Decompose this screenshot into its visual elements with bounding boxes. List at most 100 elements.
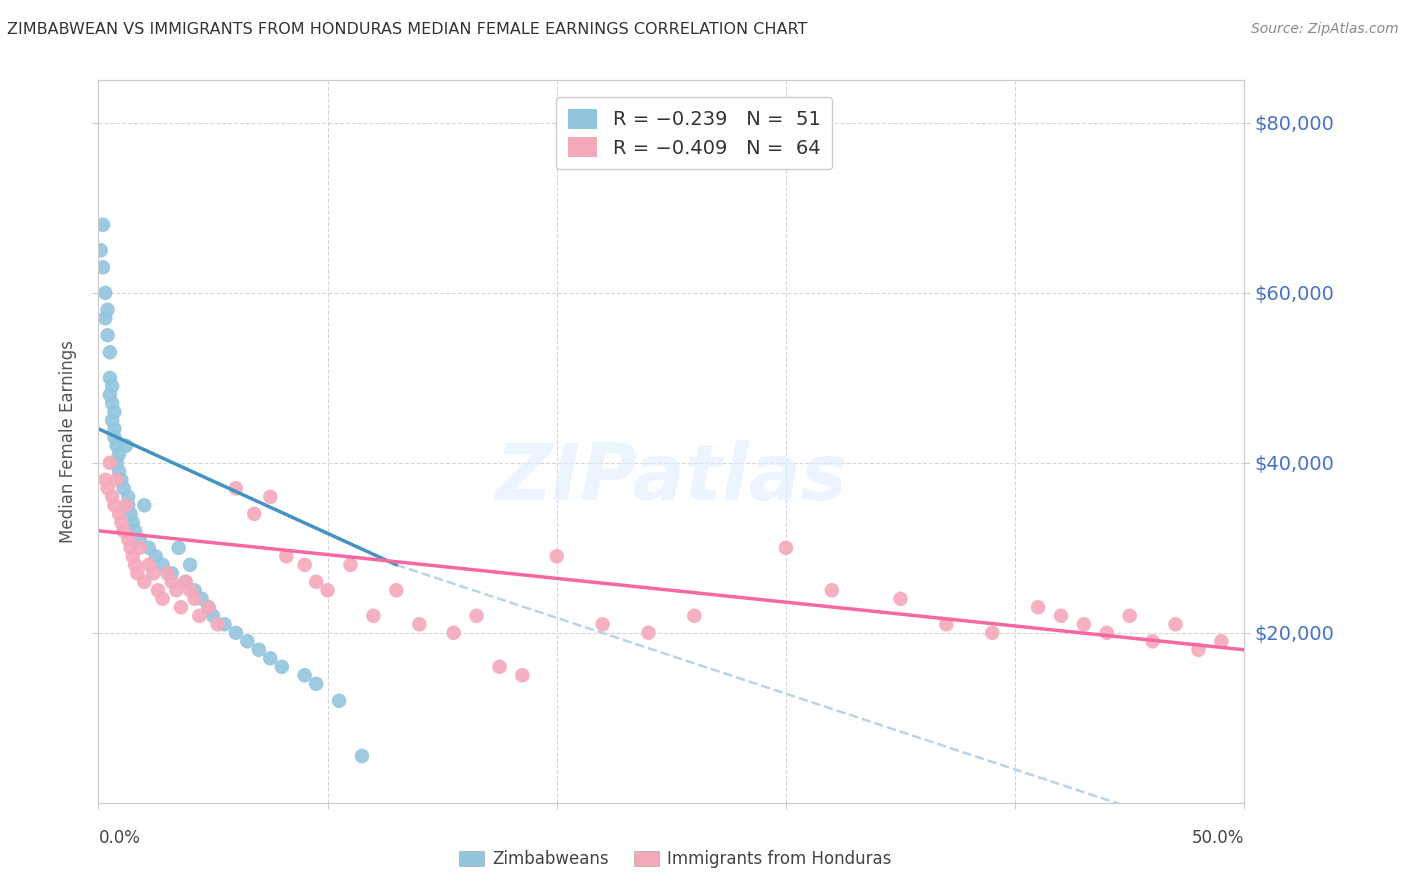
Point (488, 660, 510, 674)
Point (101, 396, 124, 410)
Point (443, 625, 465, 640)
Point (121, 549, 143, 564)
Point (110, 516, 132, 530)
Text: ZIMBABWEAN VS IMMIGRANTS FROM HONDURAS MEDIAN FEMALE EARNINGS CORRELATION CHART: ZIMBABWEAN VS IMMIGRANTS FROM HONDURAS M… (7, 22, 807, 37)
Point (197, 600, 219, 615)
Point (350, 749, 373, 764)
Legend: R = −0.239   N =  51, R = −0.409   N =  64: R = −0.239 N = 51, R = −0.409 N = 64 (557, 97, 832, 169)
Point (98, 371, 121, 385)
Point (225, 625, 247, 640)
Point (316, 583, 339, 598)
Point (465, 608, 488, 623)
Point (94, 311, 117, 326)
Point (305, 677, 328, 691)
Point (165, 583, 187, 598)
Point (120, 507, 142, 521)
Point (142, 566, 165, 581)
Point (683, 608, 706, 623)
Point (174, 574, 197, 589)
Point (105, 456, 128, 470)
Point (1211, 634, 1233, 648)
Point (105, 473, 128, 487)
Point (214, 617, 236, 632)
Point (247, 642, 270, 657)
Point (128, 533, 150, 547)
Point (259, 651, 281, 665)
Point (179, 558, 201, 572)
Point (1026, 600, 1049, 615)
Point (103, 405, 125, 419)
Point (1073, 617, 1095, 632)
Point (138, 558, 160, 572)
Point (1095, 625, 1118, 640)
Y-axis label: Median Female Earnings: Median Female Earnings (59, 340, 77, 543)
Point (103, 498, 125, 512)
Point (935, 617, 957, 632)
Point (259, 490, 281, 504)
Point (105, 439, 128, 453)
Point (117, 498, 139, 512)
Point (124, 524, 146, 538)
Point (146, 583, 169, 598)
Point (236, 634, 259, 648)
Point (546, 549, 568, 564)
Point (1164, 617, 1187, 632)
Point (97, 302, 120, 317)
Point (160, 566, 183, 581)
Point (128, 541, 150, 555)
Point (1142, 634, 1164, 648)
Point (408, 617, 430, 632)
Point (305, 574, 328, 589)
Point (103, 422, 125, 436)
Point (385, 583, 408, 598)
Point (160, 574, 183, 589)
Point (512, 668, 534, 682)
Point (98, 345, 121, 359)
Point (110, 473, 132, 487)
Point (101, 413, 124, 427)
Point (134, 498, 156, 512)
Point (91, 260, 114, 275)
Point (91, 218, 114, 232)
Point (270, 660, 292, 674)
Point (821, 583, 844, 598)
Point (152, 591, 174, 606)
Point (179, 583, 201, 598)
Point (183, 583, 205, 598)
Point (108, 507, 131, 521)
Point (339, 558, 361, 572)
Point (363, 608, 385, 623)
Point (112, 524, 135, 538)
Point (101, 379, 124, 393)
Point (98, 388, 121, 402)
Point (138, 541, 160, 555)
Point (167, 541, 190, 555)
Point (889, 591, 911, 606)
Point (981, 625, 1004, 640)
Point (592, 617, 614, 632)
Point (294, 668, 316, 682)
Point (117, 533, 139, 547)
Point (94, 285, 117, 300)
Point (127, 566, 149, 581)
Point (1050, 608, 1073, 623)
Point (108, 464, 131, 478)
Text: Source: ZipAtlas.com: Source: ZipAtlas.com (1251, 22, 1399, 37)
Point (97, 328, 120, 343)
Point (225, 481, 247, 495)
Point (156, 566, 179, 581)
Point (90, 244, 112, 258)
Point (108, 447, 131, 461)
Point (115, 498, 138, 512)
Point (1187, 642, 1209, 657)
Point (183, 591, 205, 606)
Point (98, 456, 121, 470)
Point (190, 591, 212, 606)
Point (243, 507, 266, 521)
Point (637, 625, 659, 640)
Point (294, 558, 316, 572)
Point (197, 600, 219, 615)
Text: ZIPatlas: ZIPatlas (495, 440, 848, 516)
Point (775, 541, 797, 555)
Legend: Zimbabweans, Immigrants from Honduras: Zimbabweans, Immigrants from Honduras (451, 844, 898, 875)
